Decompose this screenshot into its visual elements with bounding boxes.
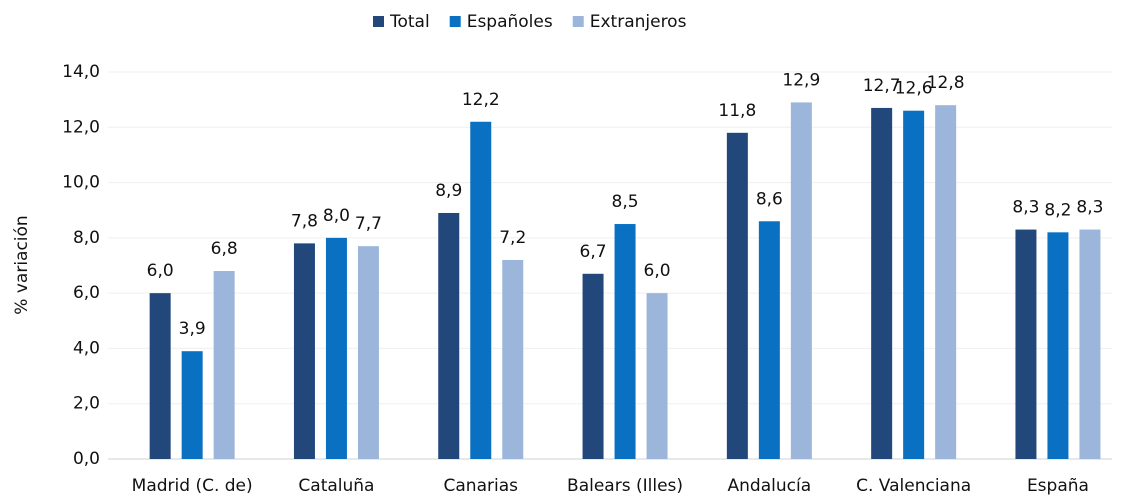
bar — [790, 102, 812, 460]
bar — [502, 259, 524, 459]
legend-swatch — [572, 16, 584, 27]
y-tick-label: 8,0 — [73, 228, 100, 248]
legend-swatch — [449, 16, 461, 27]
bar — [903, 110, 925, 459]
bar — [181, 351, 203, 459]
data-label: 8,3 — [1012, 198, 1039, 218]
data-label: 8,9 — [435, 181, 462, 201]
data-label: 8,0 — [323, 206, 350, 226]
legend-label: Total — [389, 12, 430, 32]
x-tick-label: Cataluña — [298, 476, 374, 496]
bar — [293, 243, 315, 459]
bar — [935, 105, 957, 460]
bar — [726, 132, 748, 460]
y-tick-label: 4,0 — [73, 338, 100, 358]
y-tick-label: 12,0 — [62, 117, 100, 137]
y-axis-label: % variación — [12, 215, 32, 314]
bar — [871, 107, 893, 459]
data-label: 3,9 — [179, 319, 206, 339]
x-tick-label: Andalucía — [728, 476, 812, 496]
x-tick-label: C. Valenciana — [856, 476, 971, 496]
y-tick-label: 14,0 — [62, 62, 100, 82]
x-tick-label: Madrid (C. de) — [132, 476, 253, 496]
data-label: 8,3 — [1076, 198, 1103, 218]
legend-label: Extranjeros — [590, 12, 687, 32]
bar — [758, 221, 780, 459]
bar — [1079, 229, 1101, 459]
bar — [325, 237, 347, 459]
data-label: 7,7 — [355, 214, 382, 234]
data-label: 12,2 — [462, 90, 500, 110]
data-label: 12,8 — [927, 73, 965, 93]
y-tick-label: 10,0 — [62, 173, 100, 193]
bar — [1047, 232, 1069, 459]
data-label: 12,6 — [895, 79, 933, 99]
data-label: 12,7 — [863, 76, 901, 96]
bar — [438, 212, 460, 459]
bar — [1015, 229, 1037, 459]
legend-label: Españoles — [467, 12, 553, 32]
legend-swatch — [373, 16, 384, 27]
x-tick-label: España — [1027, 476, 1089, 496]
bar — [470, 121, 492, 459]
y-tick-label: 6,0 — [73, 283, 100, 303]
data-label: 6,0 — [644, 261, 671, 281]
y-tick-label: 2,0 — [73, 394, 100, 414]
bar — [614, 224, 636, 459]
data-label: 7,8 — [291, 211, 318, 231]
bar — [582, 273, 604, 459]
y-tick-label: 0,0 — [73, 449, 100, 469]
data-label: 8,2 — [1044, 200, 1071, 220]
data-label: 6,8 — [211, 239, 238, 259]
data-label: 6,7 — [580, 242, 607, 262]
data-label: 8,5 — [612, 192, 639, 212]
data-label: 6,0 — [147, 261, 174, 281]
x-tick-label: Balears (Illes) — [567, 476, 683, 496]
data-label: 7,2 — [499, 228, 526, 248]
bar — [357, 246, 379, 459]
data-label: 11,8 — [718, 101, 756, 121]
bar — [213, 271, 235, 459]
bar — [149, 293, 171, 459]
bar — [646, 293, 668, 459]
data-label: 8,6 — [756, 189, 783, 209]
data-label: 12,9 — [782, 70, 820, 90]
x-tick-label: Canarias — [444, 476, 519, 496]
